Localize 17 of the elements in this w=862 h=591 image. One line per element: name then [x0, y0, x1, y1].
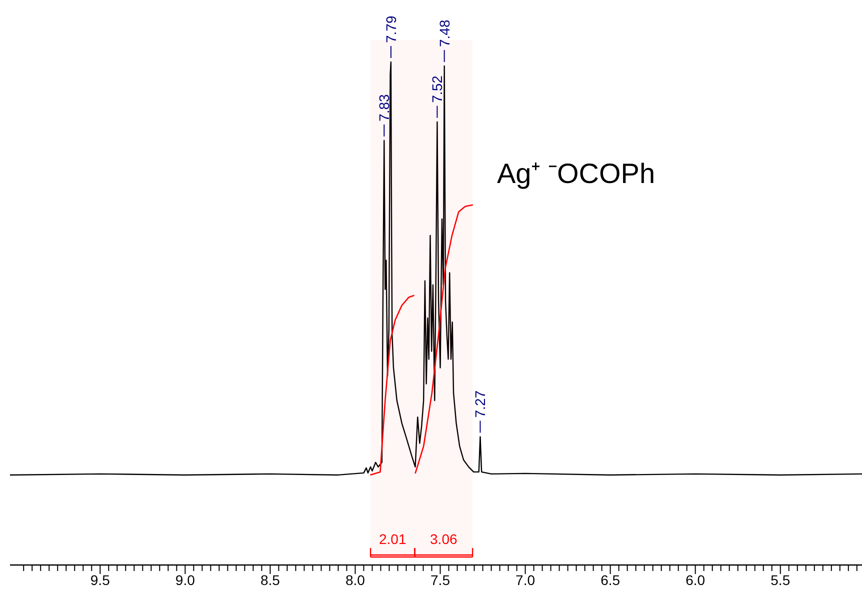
x-tick-label: 9.0	[175, 572, 196, 588]
x-tick-label: 9.5	[90, 572, 110, 588]
x-tick-label: 7.0	[516, 572, 536, 588]
annotation: 7.48	[436, 20, 452, 48]
x-tick-label: 8.5	[260, 572, 280, 588]
x-tick-label: 8.0	[345, 572, 366, 588]
annotation: 7.83	[376, 94, 392, 122]
x-tick-label: 6.5	[600, 572, 620, 588]
x-tick-label: 6.0	[686, 572, 706, 588]
annotation: Ag⁺ ⁻OCOPh	[497, 158, 656, 189]
x-tick-label: 5.5	[770, 572, 790, 588]
band-label: 3.06	[430, 531, 458, 547]
x-tick-label: 7.5	[430, 572, 450, 588]
annotation: 7.27	[472, 390, 488, 418]
annotation: 7.79	[382, 16, 399, 43]
annotation: 7.52	[429, 75, 446, 103]
band-label: 2.01	[379, 531, 406, 547]
